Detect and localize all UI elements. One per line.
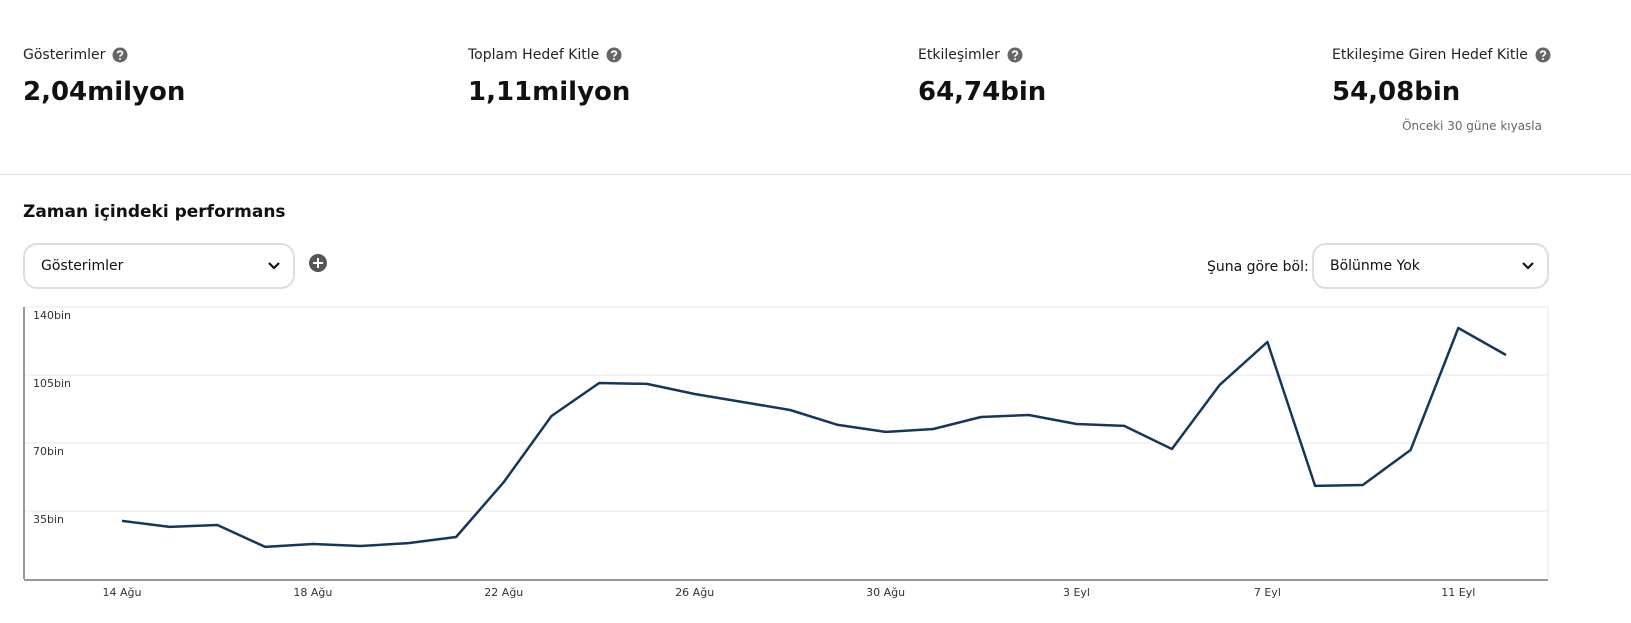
metric-value: 64,74bin [918,77,1047,107]
y-tick-label: 140bin [33,309,71,322]
x-tick-label: 14 Ağu [103,586,142,599]
metric-label: Etkileşimler [918,47,1023,63]
metric-label-text: Gösterimler [23,47,106,63]
chevron [268,262,280,270]
x-tick-label: 30 Ağu [866,586,905,599]
metric-label-text: Etkileşime Giren Hedef Kitle [1332,47,1528,63]
x-tick-label: 26 Ağu [675,586,714,599]
x-tick-label: 18 Ağu [293,586,332,599]
chevron [1522,262,1534,270]
metric-label: Gösterimler [23,47,128,63]
metric-value: 2,04milyon [23,77,186,107]
metric-dropdown[interactable]: Gösterimler [23,243,295,289]
dropdown-text: Gösterimler [41,258,124,274]
x-tick-label: 7 Eyl [1254,586,1281,599]
help-icon[interactable] [1535,47,1551,63]
y-tick-label: 105bin [33,377,71,390]
metric-value: 1,11milyon [468,77,631,107]
help-icon[interactable] [1007,47,1023,63]
metric-label: Toplam Hedef Kitle [468,47,622,63]
metric-value: 54,08bin [1332,77,1461,107]
add-button[interactable] [308,253,328,273]
metric-label-text: Toplam Hedef Kitle [468,47,600,63]
divider [0,174,1631,175]
comparison-note: Önceki 30 güne kıyasla [1402,119,1542,133]
dropdown-text: Bölünme Yok [1330,258,1420,274]
chart: 35bin 70bin 105bin 140bin 14 Ağu 18 Ağu 22 Ağu… [23,306,1549,599]
data-line [121,326,1507,549]
x-tick-label: 22 Ağu [484,586,523,599]
metric-label: Etkileşime Giren Hedef Kitle [1332,47,1551,63]
y-tick-label: 70bin [33,445,64,458]
metric-label-text: Etkileşimler [918,47,1000,63]
help-icon[interactable] [112,47,128,63]
split-dropdown[interactable]: Bölünme Yok [1312,243,1549,289]
help-icon[interactable] [606,47,622,63]
x-tick-label: 11 Eyl [1441,586,1475,599]
y-tick-label: 35bin [33,513,64,526]
section-title: Zaman içindeki performans [23,202,286,222]
x-tick-label: 3 Eyl [1063,586,1090,599]
split-label: Şuna göre böl: [1207,259,1309,275]
